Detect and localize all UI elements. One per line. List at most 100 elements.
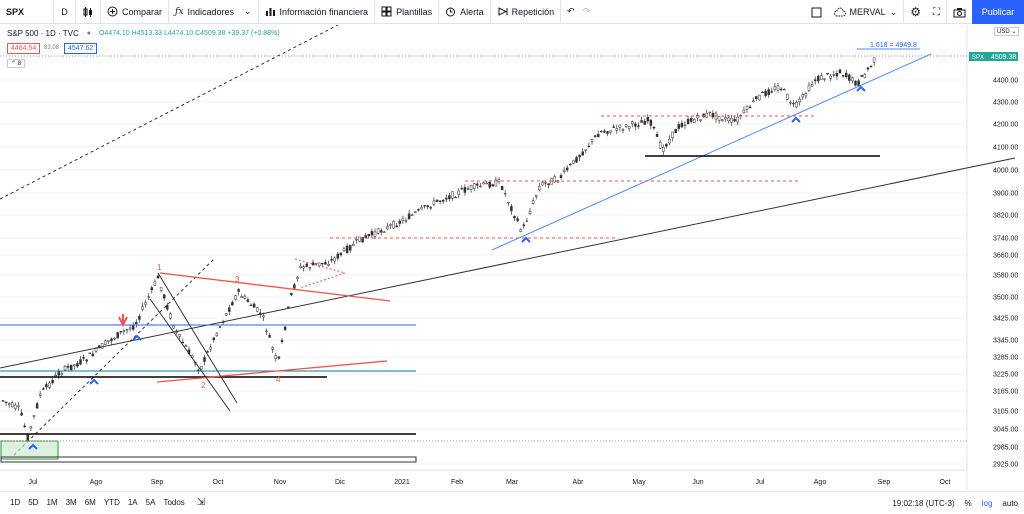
range-button-1d[interactable]: 1D — [6, 498, 24, 507]
candle-body — [811, 84, 813, 86]
clock[interactable]: 19:02:18 (UTC-3) — [892, 499, 954, 508]
candle-body — [755, 96, 757, 98]
price-tick-label: 3580.00 — [993, 273, 1018, 280]
candle-body — [569, 164, 571, 165]
range-button-todos[interactable]: Todos — [159, 498, 188, 507]
candle-body — [390, 225, 392, 226]
candle-body — [129, 328, 131, 329]
log-toggle[interactable]: log — [982, 499, 993, 508]
blue-up-arrow-5[interactable] — [792, 118, 800, 122]
candle-body — [650, 120, 652, 125]
black-diagonal-2[interactable] — [150, 299, 230, 411]
candle-body — [228, 308, 230, 312]
candle-body — [514, 216, 516, 218]
percent-toggle[interactable]: % — [965, 499, 972, 508]
symbol-title[interactable]: S&P 500 · 1D · TVC — [7, 29, 79, 38]
price-tick-label: 3740.00 — [993, 236, 1018, 243]
range-button-1m[interactable]: 1M — [42, 498, 61, 507]
candle-body — [669, 139, 671, 143]
candle-body — [281, 340, 283, 341]
candle-body — [873, 58, 875, 62]
red-down-arrow[interactable] — [119, 314, 127, 325]
alert-button[interactable]: Alerta — [439, 0, 491, 24]
range-button-6m[interactable]: 6M — [81, 498, 100, 507]
chevron-down-icon: ⌄ — [890, 7, 898, 18]
candle-body — [727, 118, 729, 121]
settings-button[interactable]: ⚙ — [904, 0, 927, 24]
range-button-5d[interactable]: 5D — [24, 498, 42, 507]
bar-chart-icon — [265, 6, 276, 17]
candle-body — [250, 305, 252, 306]
legend: S&P 500 · 1D · TVC ● O4474.10 H4513.33 L… — [7, 29, 280, 38]
price-tick-label: 4000.00 — [993, 168, 1018, 175]
candle-body — [489, 182, 491, 187]
candle-body — [160, 288, 162, 291]
snapshot-button[interactable] — [947, 0, 972, 24]
interval-button[interactable]: D — [54, 0, 76, 24]
publish-button[interactable]: Publicar — [972, 0, 1024, 24]
blue-up-arrow-6[interactable] — [857, 87, 865, 91]
candle-body — [783, 89, 785, 90]
candle-body — [27, 435, 29, 441]
range-button-1a[interactable]: 1A — [124, 498, 142, 507]
currency-button[interactable]: USD ⌄ — [994, 27, 1019, 36]
candle-body — [377, 228, 379, 233]
fullscreen-toggle[interactable] — [805, 0, 828, 24]
range-button-5a[interactable]: 5A — [142, 498, 160, 507]
candle-body — [61, 374, 63, 375]
candle-body — [393, 221, 395, 228]
candle-body — [39, 394, 41, 395]
undo-icon[interactable]: ↶ — [567, 6, 575, 17]
candle-body — [566, 168, 568, 170]
price-tick-label: 4400.00 — [993, 78, 1018, 85]
gray-zone-box[interactable] — [1, 457, 416, 462]
candle-body — [824, 79, 826, 80]
candle-body — [644, 121, 646, 124]
candle-body — [845, 73, 847, 77]
fullscreen-button[interactable]: ⛶ — [927, 0, 947, 24]
black-diagonal-1[interactable] — [158, 273, 237, 403]
candle-body — [541, 182, 543, 185]
candle-body — [83, 357, 85, 358]
blue-up-arrow-4[interactable] — [522, 238, 530, 242]
indicators-button[interactable]: ƒx Indicadores ⌄ — [169, 0, 259, 24]
candle-body — [380, 230, 382, 232]
price-chart[interactable]: 1 2 3 4 1.618 = 4949.8 4400.004300.00420… — [0, 25, 1024, 490]
candle-body — [681, 123, 683, 127]
time-tick-label: May — [632, 479, 646, 486]
redo-icon[interactable]: ↷ — [583, 6, 591, 17]
legend-collapse-button[interactable]: ⌃ 8 — [7, 59, 25, 68]
candle-body — [86, 360, 88, 361]
eye-icon[interactable]: ● — [87, 30, 91, 37]
long-trend-line[interactable] — [0, 158, 1015, 368]
candle-body — [510, 206, 512, 211]
financials-button[interactable]: Información financiera — [259, 0, 376, 24]
candle-body — [870, 66, 872, 67]
sell-price-button[interactable]: 4464.54 — [7, 43, 40, 54]
compare-button[interactable]: Comparar — [101, 0, 169, 24]
date-range-icon[interactable]: ⇲ — [197, 497, 205, 508]
chart-type-button[interactable] — [76, 0, 101, 24]
candle-body — [49, 383, 51, 387]
blue-up-arrow-2[interactable] — [90, 380, 98, 384]
layout-button[interactable]: MERVAL ⌄ — [828, 0, 905, 24]
candle-body — [185, 346, 187, 347]
price-scale[interactable]: 4400.004300.004200.004100.004000.003900.… — [993, 78, 1018, 469]
candle-body — [572, 160, 574, 163]
buy-price-button[interactable]: 4547.62 — [64, 43, 97, 54]
symbol-search[interactable]: SPX — [0, 0, 54, 24]
auto-toggle[interactable]: auto — [1002, 499, 1018, 508]
range-button-ytd[interactable]: YTD — [100, 498, 124, 507]
green-zone-box[interactable] — [1, 441, 58, 459]
dashed-trend-line[interactable] — [0, 25, 338, 199]
range-button-3m[interactable]: 3M — [62, 498, 81, 507]
replay-button[interactable]: Repetición — [491, 0, 562, 24]
drawings — [0, 25, 1015, 462]
candle-body — [802, 94, 804, 97]
templates-button[interactable]: Plantillas — [375, 0, 439, 24]
candle-body — [458, 191, 460, 195]
candle-body — [293, 285, 295, 289]
candle-body — [678, 124, 680, 128]
